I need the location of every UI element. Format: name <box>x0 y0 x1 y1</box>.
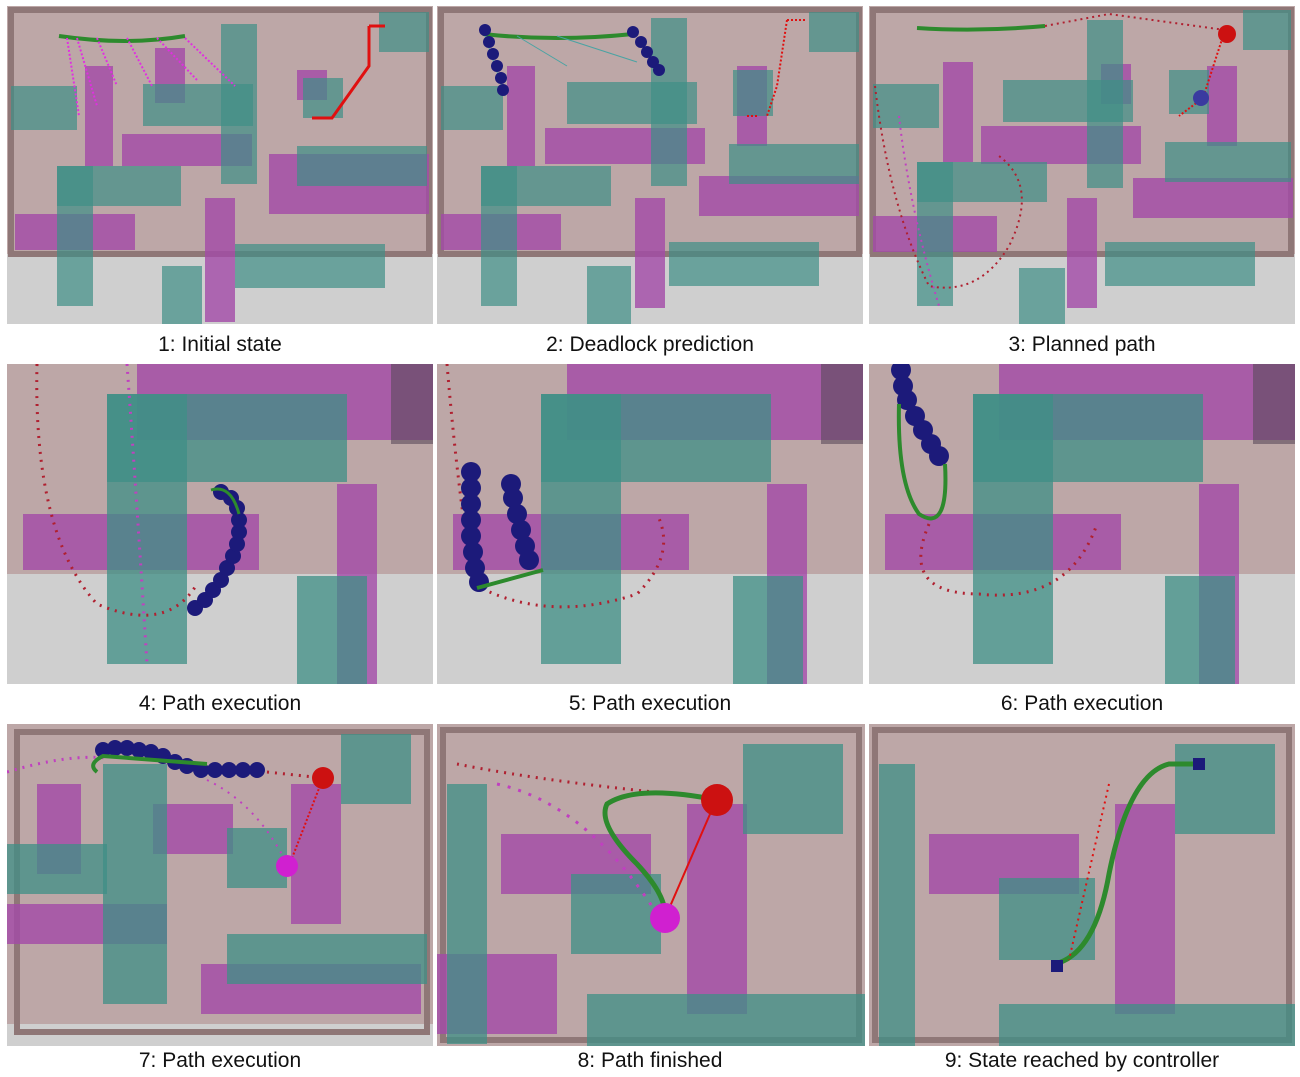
panel-4-caption: 4: Path execution <box>138 692 302 715</box>
panel-1-caption: 1: Initial state <box>158 333 282 356</box>
panel-8-path-finished <box>437 724 865 1046</box>
panel-4-path-execution <box>7 364 433 684</box>
panel-5-path-execution <box>437 364 863 684</box>
panel-6-caption: 6: Path execution <box>1000 692 1164 715</box>
panel-5-caption: 5: Path execution <box>568 692 732 715</box>
panel-7-caption: 7: Path execution <box>138 1049 302 1072</box>
panel-3-planned-path <box>869 6 1295 324</box>
teal-obstacles <box>11 12 429 324</box>
panel-9-caption: 9: State reached by controller <box>944 1049 1220 1072</box>
panel-2-deadlock-prediction <box>437 6 863 324</box>
panel-3-caption: 3: Planned path <box>1008 333 1156 356</box>
panel-8-caption: 8: Path finished <box>577 1049 723 1072</box>
panel-6-path-execution <box>869 364 1295 684</box>
panel-2-caption: 2: Deadlock prediction <box>546 333 754 356</box>
panel-1-initial-state <box>7 6 433 324</box>
panel-9-state-reached <box>869 724 1295 1046</box>
panel-7-path-execution <box>7 724 433 1046</box>
